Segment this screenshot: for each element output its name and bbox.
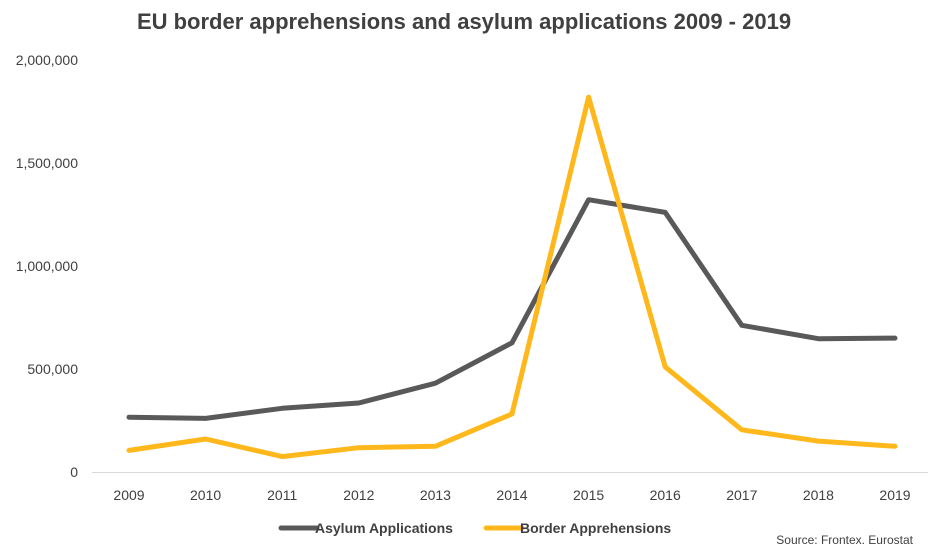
series-line-border-apprehensions bbox=[126, 94, 898, 460]
y-tick-label: 500,000 bbox=[27, 361, 78, 377]
x-tick-label: 2018 bbox=[803, 487, 834, 503]
series-lines bbox=[126, 94, 898, 460]
y-tick-label: 2,000,000 bbox=[16, 52, 78, 68]
y-axis-tick-labels: 0 500,000 1,000,000 1,500,000 2,000,000 bbox=[16, 52, 79, 480]
y-tick-label: 1,500,000 bbox=[16, 155, 78, 171]
x-tick-label: 2019 bbox=[879, 487, 910, 503]
y-tick-label: 0 bbox=[70, 464, 78, 480]
x-tick-label: 2010 bbox=[190, 487, 221, 503]
x-tick-label: 2009 bbox=[113, 487, 144, 503]
chart-title: EU border apprehensions and asylum appli… bbox=[137, 9, 791, 34]
x-tick-label: 2012 bbox=[343, 487, 374, 503]
x-tick-label: 2011 bbox=[267, 487, 297, 503]
x-tick-label: 2016 bbox=[650, 487, 681, 503]
legend-label-border-apprehensions: Border Apprehensions bbox=[520, 520, 671, 536]
x-axis-tick-labels: 2009 2010 2011 2012 2013 2014 2015 2016 2017 2018… bbox=[113, 487, 910, 503]
series-line-asylum-applications bbox=[126, 197, 898, 421]
x-tick-label: 2013 bbox=[420, 487, 451, 503]
source-note: Source: Frontex. Eurostat bbox=[776, 533, 913, 547]
legend-label-asylum-applications: Asylum Applications bbox=[315, 520, 453, 536]
x-tick-label: 2014 bbox=[496, 487, 527, 503]
x-tick-label: 2015 bbox=[573, 487, 604, 503]
legend: Asylum Applications Border Apprehensions bbox=[278, 520, 671, 536]
x-tick-label: 2017 bbox=[726, 487, 757, 503]
y-tick-label: 1,000,000 bbox=[16, 258, 78, 274]
